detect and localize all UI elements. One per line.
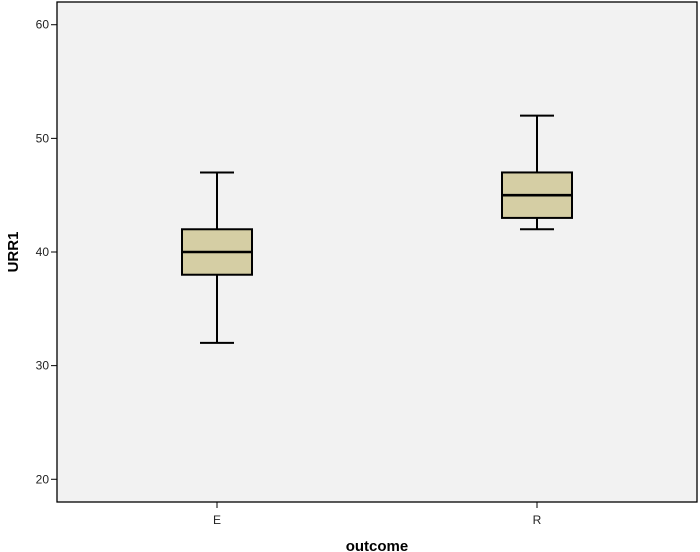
box-R (501, 114, 573, 231)
boxes (181, 114, 573, 344)
x-axis-label: outcome (346, 538, 409, 552)
plot-area (56, 1, 698, 503)
box-E (181, 171, 253, 344)
y-axis-label: URR1 (5, 232, 22, 273)
x-tick-label-E: E (213, 513, 221, 527)
y-tick-label-60: 60 (36, 18, 50, 32)
y-tick-label-30: 30 (36, 359, 50, 373)
x-tick-label-R: R (533, 513, 542, 527)
y-tick-label-20: 20 (36, 472, 50, 486)
y-tick-label-50: 50 (36, 131, 50, 145)
y-axis-ticks: 20 30 40 50 60 (36, 18, 57, 486)
y-tick-label-40: 40 (36, 245, 50, 259)
